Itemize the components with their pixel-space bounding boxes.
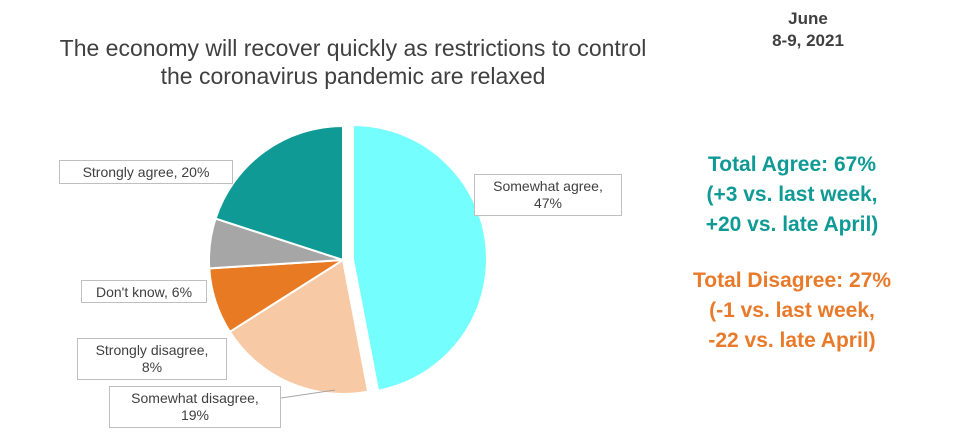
value-strongly-disagree: 8% bbox=[141, 359, 163, 375]
total-agree-headline: Total Agree: 67% bbox=[707, 153, 877, 176]
date-line-2: 8-9, 2021 bbox=[772, 31, 844, 50]
label-dont-know: Don't know, 6% bbox=[95, 284, 193, 300]
callout-somewhat-disagree: Somewhat disagree, 19% bbox=[109, 386, 281, 428]
callout-dont-know: Don't know, 6% bbox=[81, 280, 207, 303]
total-agree-change-week: (+3 vs. last week, bbox=[706, 183, 878, 206]
total-agree-summary: Total Agree: 67% (+3 vs. last week, +20 … bbox=[678, 150, 906, 240]
pie-slice-strongly-agree bbox=[214, 124, 344, 262]
date-line-1: June bbox=[788, 9, 828, 28]
pie-slice-somewhat-disagree bbox=[228, 258, 370, 395]
title-line-2: the coronavirus pandemic are relaxed bbox=[160, 63, 546, 89]
label-somewhat-agree: Somewhat agree, bbox=[493, 178, 603, 194]
callout-strongly-agree: Strongly agree, 20% bbox=[59, 160, 233, 184]
label-strongly-agree: Strongly agree, 20% bbox=[82, 164, 210, 180]
total-agree-change-april: +20 vs. late April) bbox=[705, 213, 879, 236]
title-line-1: The economy will recover quickly as rest… bbox=[59, 35, 647, 61]
total-disagree-summary: Total Disagree: 27% (-1 vs. last week, -… bbox=[678, 266, 906, 356]
leader-line-somewhat-disagree bbox=[280, 389, 336, 399]
survey-date: June 8-9, 2021 bbox=[740, 8, 876, 52]
label-strongly-disagree: Strongly disagree, bbox=[95, 342, 209, 358]
callout-somewhat-agree: Somewhat agree, 47% bbox=[474, 174, 622, 216]
callout-strongly-disagree: Strongly disagree, 8% bbox=[77, 338, 227, 380]
value-somewhat-disagree: 19% bbox=[180, 407, 210, 423]
total-disagree-headline: Total Disagree: 27% bbox=[692, 269, 891, 292]
chart-title: The economy will recover quickly as rest… bbox=[8, 34, 698, 90]
total-disagree-change-week: (-1 vs. last week, bbox=[709, 299, 875, 322]
label-somewhat-disagree: Somewhat disagree, bbox=[131, 390, 259, 406]
value-somewhat-agree: 47% bbox=[533, 195, 563, 211]
pie-slice-somewhat-agree bbox=[351, 124, 488, 392]
total-disagree-change-april: -22 vs. late April) bbox=[708, 329, 876, 352]
